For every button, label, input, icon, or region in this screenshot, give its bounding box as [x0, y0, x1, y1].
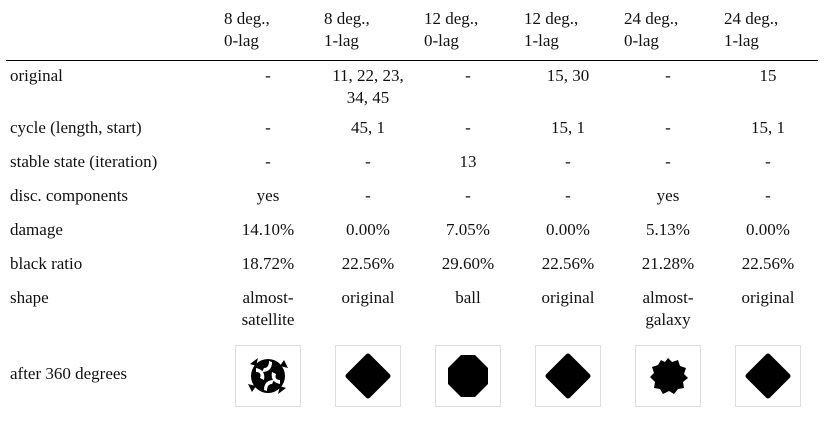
cell-line: 24 deg.,: [724, 9, 779, 28]
table-row: cycle (length, start) - 45, 1 - 15, 1 - 15, 1: [6, 113, 818, 147]
shape-image: [435, 345, 501, 407]
row-label: after 360 degrees: [10, 364, 128, 383]
cell: -: [765, 152, 771, 171]
cell: yes: [256, 186, 280, 205]
cell: -: [465, 66, 471, 85]
row-label: cycle (length, start): [10, 118, 142, 137]
cell-line: 0-lag: [224, 31, 259, 50]
column-header: 24 deg., 1-lag: [718, 0, 818, 61]
cell-line: almost-: [642, 288, 694, 307]
table-row: disc. components yes - - - yes -: [6, 181, 818, 215]
shape-image: [735, 345, 801, 407]
image-row: after 360 degrees: [6, 335, 818, 443]
cell-line: 8 deg.,: [224, 9, 270, 28]
column-header: 8 deg., 0-lag: [218, 0, 318, 61]
results-table: 8 deg., 0-lag 8 deg., 1-lag 12 deg., 0-lag 12 …: [6, 0, 818, 443]
image-cell: [618, 335, 718, 443]
image-cell: [218, 335, 318, 443]
cell: 22.56%: [341, 254, 395, 273]
cell: almost-satellite: [218, 283, 318, 335]
cell: -: [665, 152, 671, 171]
cell: 29.60%: [441, 254, 495, 273]
column-header: 12 deg., 0-lag: [418, 0, 518, 61]
cell-line: 34, 45: [346, 88, 390, 107]
row-label: original: [10, 66, 63, 85]
cell: -: [365, 152, 371, 171]
cell-line: 1-lag: [724, 31, 759, 50]
row-label: damage: [10, 220, 63, 239]
cell: 15, 30: [546, 66, 590, 85]
cell-line: 12 deg.,: [424, 9, 479, 28]
cell: -: [265, 152, 271, 171]
image-cell: [718, 335, 818, 443]
cell-line: 12 deg.,: [524, 9, 579, 28]
cell-line: 1-lag: [324, 31, 359, 50]
shape-image: [335, 345, 401, 407]
row-label: stable state (iteration): [10, 152, 158, 171]
shape-image: [235, 345, 301, 407]
image-cell: [418, 335, 518, 443]
cell: 0.00%: [746, 220, 790, 239]
row-label: disc. components: [10, 186, 129, 205]
cell: -: [565, 152, 571, 171]
cell: 15, 1: [751, 118, 785, 137]
cell-line: 0-lag: [624, 31, 659, 50]
cell-line: 0-lag: [424, 31, 459, 50]
shape-image: [535, 345, 601, 407]
cell: -: [565, 186, 571, 205]
cell: yes: [656, 186, 680, 205]
cell: -: [465, 186, 471, 205]
cell: original: [541, 288, 595, 307]
column-header: 24 deg., 0-lag: [618, 0, 718, 61]
image-cell: [518, 335, 618, 443]
table-row: black ratio 18.72% 22.56% 29.60% 22.56% 21.28…: [6, 249, 818, 283]
cell: 13: [459, 152, 477, 171]
cell: almost-galaxy: [618, 283, 718, 335]
cell: 0.00%: [546, 220, 590, 239]
cell: 15: [759, 66, 777, 85]
cell: -: [665, 118, 671, 137]
cell-line: 24 deg.,: [624, 9, 679, 28]
cell: 22.56%: [541, 254, 595, 273]
corner-cell: [6, 0, 218, 61]
cell: -: [465, 118, 471, 137]
table-body: original - 11, 22, 23, 34, 45 - 15, 30 - 15 cycl…: [6, 61, 818, 336]
cell: 0.00%: [346, 220, 390, 239]
row-label: shape: [10, 288, 49, 307]
table-row: stable state (iteration) - - 13 - - -: [6, 147, 818, 181]
cell: 21.28%: [641, 254, 695, 273]
cell: -: [665, 66, 671, 85]
cell: -: [365, 186, 371, 205]
cell-line: satellite: [241, 310, 295, 329]
table-row: damage 14.10% 0.00% 7.05% 0.00% 5.13% 0.00%: [6, 215, 818, 249]
cell: 11, 22, 23, 34, 45: [318, 61, 418, 114]
cell-line: 11, 22, 23,: [332, 66, 404, 85]
cell: 7.05%: [446, 220, 490, 239]
cell: -: [765, 186, 771, 205]
cell: 45, 1: [351, 118, 385, 137]
column-header: 8 deg., 1-lag: [318, 0, 418, 61]
table-row: original - 11, 22, 23, 34, 45 - 15, 30 - 15: [6, 61, 818, 114]
cell-line: 8 deg.,: [324, 9, 370, 28]
table-row: shape almost-satellite original ball origina…: [6, 283, 818, 335]
cell-line: almost-: [242, 288, 294, 307]
cell: 14.10%: [241, 220, 295, 239]
cell: 22.56%: [741, 254, 795, 273]
cell: 5.13%: [646, 220, 690, 239]
cell: -: [265, 118, 271, 137]
shape-image: [635, 345, 701, 407]
cell: 15, 1: [551, 118, 585, 137]
cell: original: [341, 288, 395, 307]
cell: -: [265, 66, 271, 85]
column-header: 12 deg., 1-lag: [518, 0, 618, 61]
header-row: 8 deg., 0-lag 8 deg., 1-lag 12 deg., 0-lag 12 …: [6, 0, 818, 61]
page: 8 deg., 0-lag 8 deg., 1-lag 12 deg., 0-lag 12 …: [6, 0, 818, 407]
cell-line: galaxy: [645, 310, 691, 329]
cell-line: 1-lag: [524, 31, 559, 50]
image-cell: [318, 335, 418, 443]
row-label: black ratio: [10, 254, 83, 273]
cell: 18.72%: [241, 254, 295, 273]
cell: ball: [455, 288, 481, 307]
cell: original: [741, 288, 795, 307]
